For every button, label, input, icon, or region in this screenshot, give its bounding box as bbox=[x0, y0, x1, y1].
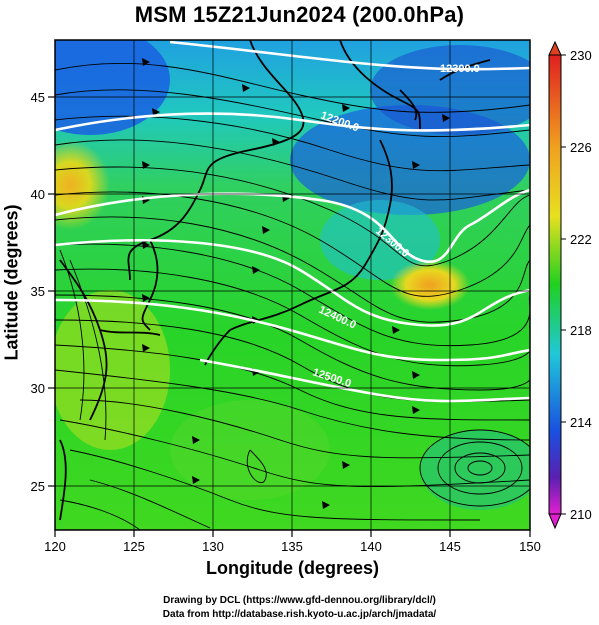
x-tick-label: 125 bbox=[123, 539, 145, 554]
colorbar-tick-label: 226 bbox=[570, 140, 592, 155]
colorbar-bar bbox=[548, 54, 562, 515]
colorbar-bottom-arrow bbox=[548, 513, 562, 530]
y-tick-label: 40 bbox=[31, 187, 45, 202]
colorbar-top-arrow bbox=[548, 40, 562, 56]
contour-label: 12300.0 bbox=[440, 63, 480, 75]
axis-ticks bbox=[48, 96, 531, 537]
x-tick-label: 140 bbox=[360, 539, 382, 554]
x-tick-label: 120 bbox=[44, 539, 66, 554]
y-tick-label: 35 bbox=[31, 284, 45, 299]
colorbar-tick-label: 222 bbox=[570, 232, 592, 247]
x-tick-label: 135 bbox=[281, 539, 303, 554]
streamline-arrows bbox=[142, 58, 450, 509]
x-tick-label: 150 bbox=[519, 539, 541, 554]
credit-drawing: Drawing by DCL (https://www.gfd-dennou.o… bbox=[163, 595, 436, 606]
colorbar-tick-label: 230 bbox=[570, 48, 592, 63]
x-tick-label: 130 bbox=[202, 539, 224, 554]
y-tick-labels: 45 40 35 30 25 bbox=[31, 90, 45, 494]
credit-data: Data from http://database.rish.kyoto-u.a… bbox=[162, 609, 437, 620]
map-title: MSM 15Z21Jun2024 (200.0hPa) bbox=[134, 2, 465, 27]
colorbar-tick-label: 210 bbox=[570, 507, 592, 522]
x-tick-labels: 120 125 130 135 140 145 150 bbox=[44, 539, 541, 554]
x-tick-label: 145 bbox=[439, 539, 461, 554]
colorbar-tick-label: 214 bbox=[570, 415, 592, 430]
colorbar-tick-label: 218 bbox=[570, 323, 592, 338]
y-tick-label: 30 bbox=[31, 381, 45, 396]
y-tick-label: 25 bbox=[31, 479, 45, 494]
graticule bbox=[55, 40, 530, 530]
height-contours bbox=[55, 40, 530, 403]
y-axis-label: Latitude (degrees) bbox=[1, 204, 22, 361]
x-axis-label: Longitude (degrees) bbox=[205, 558, 379, 578]
y-tick-label: 45 bbox=[31, 90, 45, 105]
colorbar: 230 226 222 218 214 210 bbox=[548, 40, 592, 530]
